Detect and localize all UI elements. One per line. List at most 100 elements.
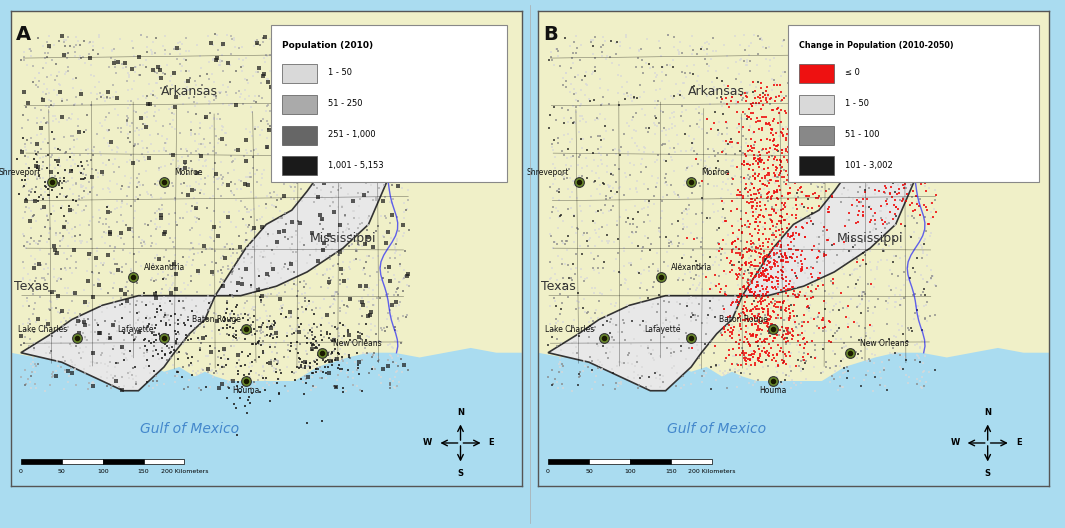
Point xyxy=(318,311,335,319)
Point xyxy=(666,112,683,121)
Point xyxy=(758,145,775,153)
Point xyxy=(301,359,318,367)
Point xyxy=(318,350,335,359)
Point xyxy=(358,225,375,234)
Point xyxy=(742,355,759,363)
Point xyxy=(316,140,333,148)
Point xyxy=(740,247,757,256)
Point xyxy=(151,302,168,310)
Point xyxy=(333,116,350,124)
Point xyxy=(752,335,769,344)
Point xyxy=(790,361,807,370)
Point xyxy=(348,230,365,238)
Point xyxy=(232,326,249,334)
Point xyxy=(651,119,668,128)
Point xyxy=(361,90,378,98)
Point xyxy=(809,253,826,262)
Point xyxy=(196,334,213,342)
Point xyxy=(257,253,274,261)
Point xyxy=(29,131,46,139)
Point xyxy=(862,339,879,347)
Point xyxy=(16,365,33,374)
Point xyxy=(62,340,79,348)
Point xyxy=(800,317,817,326)
Point xyxy=(197,352,214,360)
Point xyxy=(127,108,144,117)
Point xyxy=(923,140,940,148)
Point xyxy=(135,181,152,189)
Point xyxy=(341,353,358,361)
Point xyxy=(797,135,814,144)
Point xyxy=(566,338,583,346)
Point xyxy=(63,166,80,174)
Point xyxy=(701,153,718,161)
Point xyxy=(856,290,873,298)
Point xyxy=(865,309,882,317)
Point xyxy=(542,214,559,222)
Point xyxy=(342,241,359,249)
Point xyxy=(40,103,58,111)
Point xyxy=(916,101,933,109)
Point xyxy=(75,170,92,178)
Point xyxy=(267,73,284,82)
Point xyxy=(824,288,841,297)
Point xyxy=(888,349,905,357)
Point xyxy=(747,225,764,233)
Point xyxy=(743,232,760,241)
Point xyxy=(908,351,925,359)
Point xyxy=(746,290,763,298)
Point xyxy=(279,329,296,337)
Point xyxy=(387,254,404,262)
Point xyxy=(122,97,140,105)
Point xyxy=(351,386,368,394)
Point xyxy=(657,157,674,166)
Point xyxy=(662,348,679,357)
Point xyxy=(224,34,241,43)
Point xyxy=(310,257,327,266)
Point xyxy=(151,164,168,173)
Point xyxy=(148,251,165,260)
Point xyxy=(607,320,624,329)
Point xyxy=(620,259,637,267)
Point xyxy=(794,353,812,362)
Point xyxy=(117,62,134,71)
Point xyxy=(716,214,733,223)
Point xyxy=(266,249,283,258)
Point xyxy=(197,157,214,165)
Point xyxy=(734,194,751,202)
Point xyxy=(100,109,117,118)
Point xyxy=(873,164,890,173)
Point xyxy=(349,224,366,233)
Point xyxy=(594,33,611,42)
Point xyxy=(733,143,750,152)
Point xyxy=(44,150,61,159)
Point xyxy=(652,382,669,391)
Point xyxy=(594,364,611,373)
Point xyxy=(738,159,755,168)
Point xyxy=(371,337,388,345)
Point xyxy=(37,119,54,127)
Point xyxy=(558,77,575,85)
Point xyxy=(324,43,341,51)
Point xyxy=(684,162,701,171)
Point xyxy=(63,369,80,378)
Point xyxy=(754,239,771,248)
Point xyxy=(241,221,258,229)
Point xyxy=(851,43,868,51)
Point xyxy=(334,247,351,255)
Point xyxy=(590,132,607,140)
Point xyxy=(643,303,660,311)
Point xyxy=(136,342,153,351)
Point xyxy=(731,270,748,278)
Point xyxy=(27,260,44,269)
Point xyxy=(715,236,732,244)
Point xyxy=(724,246,741,254)
Point xyxy=(813,116,830,125)
Point xyxy=(625,161,642,169)
Point xyxy=(325,183,342,191)
Point xyxy=(339,365,356,374)
Point xyxy=(843,201,861,210)
Point xyxy=(282,150,299,159)
Point xyxy=(601,100,618,108)
Point xyxy=(738,261,755,269)
